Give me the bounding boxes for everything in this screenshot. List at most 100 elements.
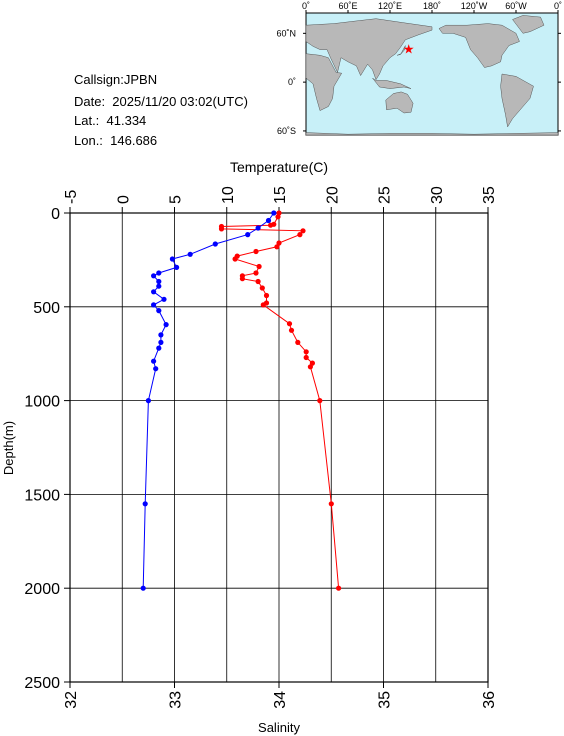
temperature-tick-label: 0 <box>115 195 132 204</box>
temperature-point <box>286 321 293 327</box>
map-ticks <box>303 10 561 132</box>
temperature-point <box>256 263 262 270</box>
salinity-point <box>161 296 167 302</box>
temperature-point <box>303 349 309 355</box>
map-lon-label: 0˚ <box>554 1 562 11</box>
salinity-point <box>156 278 162 285</box>
land-shape <box>372 77 412 89</box>
land-shape <box>305 132 559 136</box>
salinity-axis: 32 33 34 35 36 <box>63 682 498 709</box>
salinity-tick-label: 35 <box>377 691 394 709</box>
map-lon-label: 180˚ <box>423 1 441 11</box>
map-lon-label: 120˚W <box>461 1 488 11</box>
land-shape <box>512 15 545 34</box>
map-lat-label: 0˚ <box>288 77 296 87</box>
temperature-point <box>260 302 266 308</box>
longitude-text: Lon.: 146.686 <box>74 133 158 148</box>
land-shape <box>305 18 433 81</box>
temperature-point <box>275 214 281 220</box>
temperature-point <box>255 278 261 285</box>
salinity-point <box>158 339 164 345</box>
map-lon-label: 0˚ <box>302 1 310 11</box>
salinity-point <box>151 302 157 308</box>
temperature-point <box>317 398 323 404</box>
temperature-point <box>276 240 282 246</box>
depth-tick-label: 1000 <box>24 394 60 411</box>
salinity-point <box>255 225 261 231</box>
salinity-point <box>151 358 157 364</box>
temperature-point <box>239 276 245 282</box>
salinity-point <box>156 283 162 289</box>
temperature-point <box>259 285 265 291</box>
station-marker-icon: ★ <box>403 42 415 57</box>
temperature-point <box>253 248 259 255</box>
salinity-point <box>158 332 164 338</box>
temperature-point <box>232 256 238 262</box>
salinity-point <box>265 217 272 224</box>
temperature-point <box>300 228 306 234</box>
land-shape <box>396 45 406 56</box>
temperature-point <box>328 501 334 507</box>
land-shape <box>500 73 534 128</box>
temperature-point <box>303 354 309 361</box>
map-lon-label: 120˚E <box>378 1 402 11</box>
salinity-point <box>156 270 162 276</box>
land-shape <box>385 91 414 114</box>
map-lat-label: 60˚N <box>276 28 296 38</box>
map-lat-label: 60˚S <box>277 126 296 136</box>
temperature-point <box>288 327 295 333</box>
depth-tick-label: 2500 <box>24 675 60 692</box>
salinity-point <box>151 273 157 279</box>
latitude-text: Lat.: 41.334 <box>74 113 147 128</box>
temperature-tick-label: -5 <box>63 190 80 204</box>
depth-axis-title: Depth(m) <box>1 421 16 475</box>
temperature-point <box>268 222 274 228</box>
land-shape <box>305 53 343 111</box>
temperature-point <box>336 585 342 591</box>
salinity-point <box>163 322 169 328</box>
salinity-tick-label: 36 <box>481 691 498 709</box>
depth-axis: 0 500 1000 1500 2000 2500 <box>24 206 70 692</box>
temperature-axis-title: Temperature(C) <box>230 159 328 175</box>
salinity-point <box>174 264 180 270</box>
temperature-axis: -5 0 5 10 15 20 25 30 35 <box>63 186 498 213</box>
temperature-tick-label: 35 <box>481 186 498 204</box>
temperature-point <box>263 292 270 299</box>
salinity-point <box>156 308 162 314</box>
salinity-point <box>153 366 159 372</box>
temperature-point <box>253 270 259 276</box>
temperature-point <box>295 339 301 345</box>
temperature-point <box>307 364 313 370</box>
callsign-text: Callsign:JPBN <box>74 72 158 87</box>
temperature-tick-label: 20 <box>324 186 341 204</box>
salinity-axis-title: Salinity <box>258 720 300 735</box>
temperature-point <box>274 244 280 250</box>
salinity-point <box>151 289 157 295</box>
depth-tick-label: 2000 <box>24 581 60 598</box>
salinity-tick-label: 34 <box>272 691 289 709</box>
depth-tick-label: 1500 <box>24 487 60 504</box>
depth-tick-label: 0 <box>51 206 60 223</box>
temperature-point <box>218 226 225 232</box>
map-lon-label: 60˚W <box>505 1 527 11</box>
depth-tick-label: 500 <box>33 300 60 317</box>
salinity-point <box>142 501 148 507</box>
salinity-point <box>156 345 162 351</box>
salinity-point <box>169 256 175 262</box>
temperature-tick-label: 25 <box>377 186 394 204</box>
series-points <box>140 210 342 591</box>
date-text: Date: 2025/11/20 03:02(UTC) <box>74 94 248 109</box>
map-land <box>305 15 559 136</box>
salinity-point <box>245 232 251 238</box>
salinity-point <box>187 251 193 257</box>
map-lat-labels: 60˚N 0˚ 60˚S <box>276 28 296 136</box>
salinity-tick-label: 33 <box>168 691 185 709</box>
temperature-tick-label: 5 <box>168 195 185 204</box>
salinity-point <box>212 241 218 247</box>
map-top-labels: 0˚ 60˚E 120˚E 180˚ 120˚W 60˚W 0˚ <box>302 1 562 11</box>
salinity-point <box>145 398 151 404</box>
world-map: 0˚ 60˚E 120˚E 180˚ 120˚W 60˚W 0˚ 60˚N 0˚ 60˚S ★ <box>276 1 562 136</box>
land-shape <box>438 23 520 68</box>
salinity-point <box>271 210 277 216</box>
